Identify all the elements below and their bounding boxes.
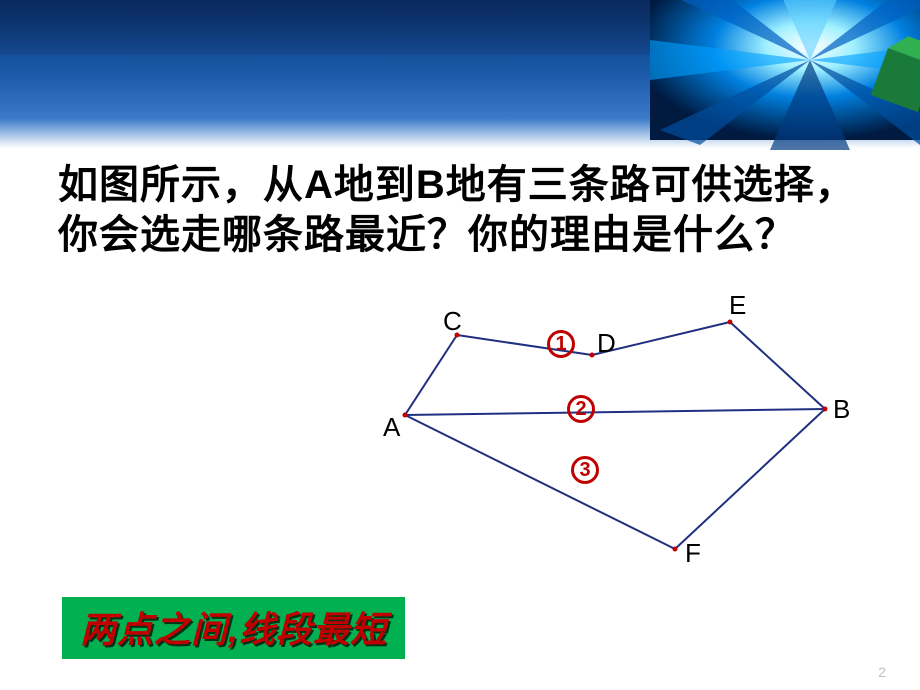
path-marker-3: 3 [571,456,599,484]
node-label-b: B [833,394,850,425]
node-label-a: A [383,412,400,443]
answer-text: 两点之间,线段最短 [80,609,387,650]
corner-graphic [650,0,920,170]
question-text: 如图所示，从A地到B地有三条路可供选择，你会选走哪条路最近？你的理由是什么？ [58,160,878,260]
node-label-d: D [597,328,616,359]
page-number: 2 [878,664,886,680]
path-diagram: ABCDEF 123 [375,300,855,570]
node-label-f: F [685,538,701,569]
node-label-e: E [729,290,746,321]
path-marker-2: 2 [567,395,595,423]
path-marker-1: 1 [547,330,575,358]
answer-box: 两点之间,线段最短 [62,597,405,659]
node-label-c: C [443,306,462,337]
